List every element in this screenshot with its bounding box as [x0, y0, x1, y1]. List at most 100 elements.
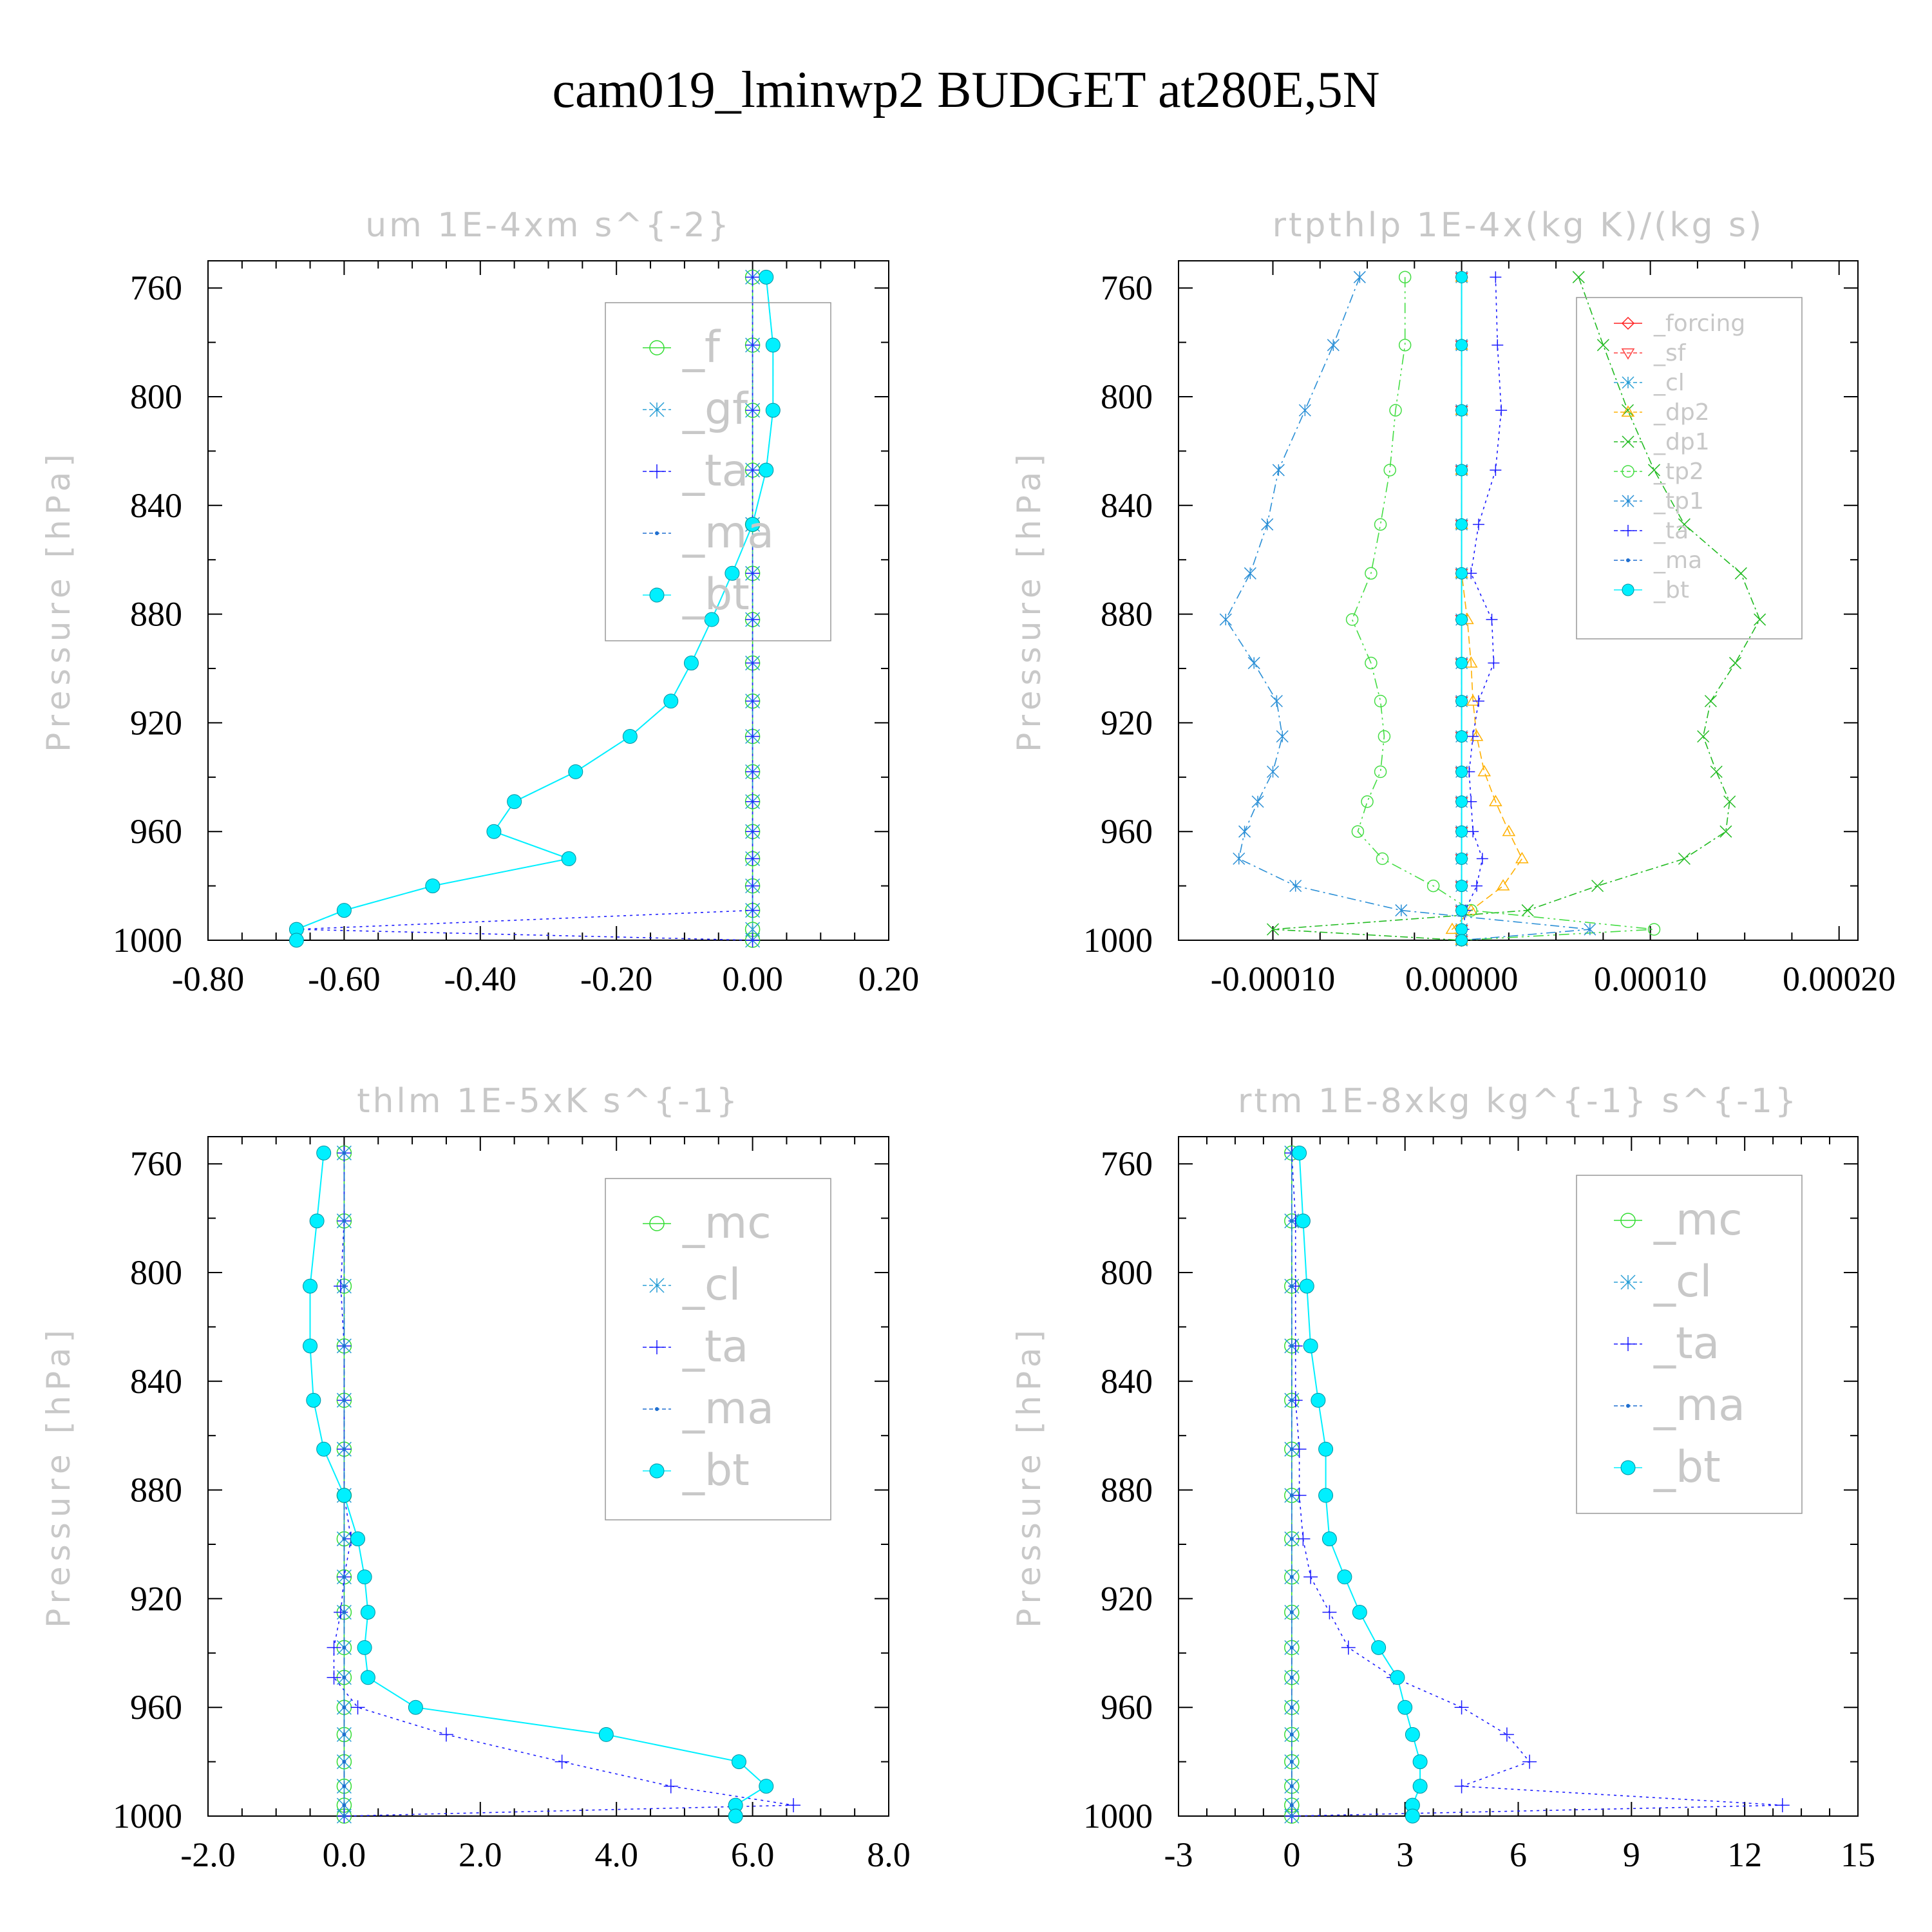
- ma-point: [342, 1398, 346, 1403]
- y-axis-label: Pressure [hPa]: [40, 449, 77, 752]
- tp1-point: [1270, 695, 1283, 708]
- y-tick-label: 1000: [1083, 1797, 1153, 1835]
- y-tick-label: 920: [1101, 1579, 1153, 1618]
- panel-title: rtpthlp 1E-4x(kg K)/(kg s): [1273, 206, 1765, 245]
- ta-point: [650, 1340, 664, 1354]
- ta-point: [745, 270, 760, 285]
- legend-label: _sf: [1653, 340, 1687, 366]
- sf-point: [1621, 348, 1635, 360]
- ta-point: [745, 729, 760, 744]
- bt-point: [1455, 765, 1468, 778]
- ta-point: [1472, 695, 1484, 707]
- bt-point: [1292, 1145, 1307, 1160]
- ma-point: [342, 1610, 346, 1615]
- y-axis-label: Pressure [hPa]: [40, 1325, 77, 1628]
- ma-point: [655, 1407, 659, 1411]
- series-ma: [1289, 1151, 1294, 1818]
- series-line: [1451, 277, 1523, 941]
- chart-panel-4: rtm 1E-8xkg kg^{-1} s^{-1} Pressure [hPa]…: [1010, 1082, 1875, 1874]
- ma-point: [1289, 1343, 1294, 1348]
- tp1-point: [1276, 730, 1289, 743]
- bt-point: [336, 903, 352, 918]
- ta-point: [745, 903, 760, 918]
- bt-point: [316, 1145, 332, 1160]
- series-tp2: [1345, 270, 1661, 947]
- bt-point: [765, 337, 781, 353]
- bt-point: [1455, 404, 1468, 417]
- y-tick-label: 960: [1101, 1688, 1153, 1727]
- tp2-point: [1389, 404, 1402, 417]
- bt-point: [1455, 518, 1468, 531]
- ta-point: [1322, 1605, 1337, 1620]
- legend-label: _tp2: [1653, 459, 1704, 485]
- ta-point: [1472, 518, 1484, 531]
- ta-point: [327, 1670, 341, 1685]
- y-tick-label: 840: [130, 1362, 182, 1401]
- ta-point: [745, 462, 760, 477]
- dp1-point: [1521, 904, 1534, 917]
- series-bt: [1292, 1145, 1428, 1824]
- bt-point: [1295, 1213, 1311, 1229]
- dp1-point: [1678, 852, 1690, 865]
- legend-label: _forcing: [1653, 310, 1745, 337]
- dp2-point: [1466, 694, 1480, 706]
- ma-point: [342, 1284, 346, 1289]
- legend: _mc _cl _ta _ma _bt: [605, 1178, 831, 1520]
- dp1-point: [1754, 613, 1766, 626]
- tp1-point: [1238, 825, 1251, 838]
- bt-point: [731, 1754, 746, 1770]
- ma-point: [1289, 1537, 1294, 1541]
- y-tick-label: 920: [130, 1579, 182, 1618]
- x-tick-label: 4.0: [594, 1835, 638, 1874]
- ta-point: [786, 1798, 801, 1813]
- ta-point: [745, 794, 760, 809]
- dp2-point: [1470, 730, 1484, 741]
- y-tick-label: 800: [130, 377, 182, 416]
- bt-point: [622, 729, 638, 744]
- ta-point: [1522, 1754, 1537, 1769]
- dp1-point: [1697, 730, 1710, 743]
- mc-point: [649, 1216, 665, 1231]
- bt-point: [1412, 1754, 1428, 1770]
- bt-point: [1321, 1531, 1337, 1547]
- ta-point: [1622, 525, 1634, 536]
- bt-point: [663, 694, 679, 709]
- ma-point: [1289, 1610, 1294, 1615]
- x-tick-label: 0.00000: [1405, 960, 1519, 998]
- series-line: [1273, 277, 1761, 941]
- x-tick-label: -3: [1164, 1835, 1193, 1874]
- ta-point: [745, 403, 760, 418]
- legend-label: _ta: [682, 1321, 748, 1372]
- legend-label: _bt: [682, 1445, 750, 1496]
- bt-point: [1455, 657, 1468, 670]
- ma-point: [1289, 1575, 1294, 1579]
- ma-point: [342, 1447, 346, 1452]
- y-tick-label: 920: [1101, 703, 1153, 742]
- plot-frame: [207, 260, 889, 941]
- legend-box: [1576, 1175, 1803, 1514]
- bt-point: [683, 656, 699, 671]
- ta-point: [1341, 1640, 1356, 1655]
- series-bt: [1455, 270, 1468, 947]
- f-point: [649, 340, 665, 355]
- dp1-point: [1647, 464, 1661, 477]
- bt-point: [1303, 1338, 1318, 1354]
- x-tick-label: -2.0: [180, 1835, 235, 1874]
- ta-point: [1454, 1700, 1469, 1715]
- ma-point: [342, 1218, 346, 1223]
- y-tick-label: 840: [130, 486, 182, 525]
- x-tick-label: -0.00010: [1211, 960, 1335, 998]
- ta-point: [1303, 1569, 1318, 1584]
- legend-label: _f: [682, 322, 721, 373]
- legend: _f _gf _ta _ma _bt: [605, 302, 831, 641]
- ma-point: [1289, 1675, 1294, 1680]
- legend-label: _ma: [682, 507, 774, 558]
- panel-title: um 1E-4xm s^{-2}: [365, 206, 732, 245]
- legend-label: _ta: [1653, 518, 1689, 544]
- bt-point: [1397, 1700, 1413, 1715]
- bt-point: [1455, 904, 1468, 917]
- bt-point: [507, 794, 522, 810]
- ta-point: [745, 933, 760, 947]
- legend-label: _bt: [682, 569, 750, 620]
- dp1-point: [1266, 923, 1280, 936]
